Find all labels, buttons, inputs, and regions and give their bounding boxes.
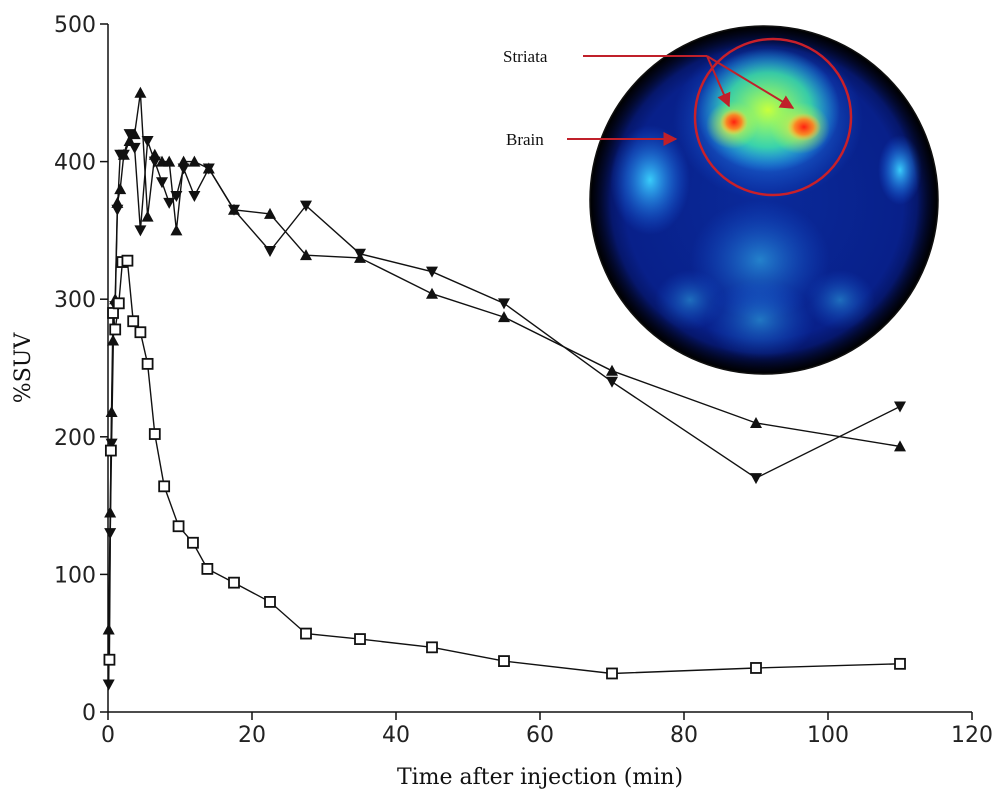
series-square xyxy=(103,254,906,680)
data-point xyxy=(158,480,171,493)
data-point xyxy=(894,440,906,452)
data-point xyxy=(300,200,312,212)
data-point xyxy=(606,376,618,388)
data-point xyxy=(170,224,183,236)
data-point xyxy=(188,155,201,167)
data-point xyxy=(498,298,510,310)
data-point xyxy=(606,364,618,376)
data-point xyxy=(134,326,147,339)
y-tick-label: 300 xyxy=(54,288,96,313)
data-point xyxy=(170,191,183,202)
data-point xyxy=(141,210,154,222)
data-point xyxy=(894,657,906,670)
data-point xyxy=(228,204,240,216)
y-tick-label: 100 xyxy=(54,563,96,588)
y-tick-label: 400 xyxy=(54,151,96,176)
y-tick-label: 0 xyxy=(82,701,96,726)
series-line xyxy=(108,131,901,685)
data-point xyxy=(300,627,312,640)
data-point xyxy=(264,207,276,219)
data-point xyxy=(109,323,122,336)
data-point xyxy=(750,473,762,485)
x-tick-label: 40 xyxy=(382,723,410,748)
data-point xyxy=(163,197,176,209)
data-point xyxy=(134,86,147,98)
data-point xyxy=(102,679,115,691)
data-point xyxy=(103,653,116,666)
data-point xyxy=(354,248,366,260)
data-point xyxy=(606,667,618,680)
data-point xyxy=(127,315,140,328)
data-point xyxy=(426,641,438,654)
data-point xyxy=(187,536,199,549)
y-axis: 0 100 200 300 400 500 xyxy=(54,13,109,726)
data-point xyxy=(498,655,510,667)
data-point xyxy=(128,142,141,154)
data-point xyxy=(148,428,161,440)
callout-brain: Brain xyxy=(506,130,678,149)
series-triangle-down xyxy=(102,129,906,691)
data-point xyxy=(188,191,201,202)
data-point xyxy=(426,287,438,299)
data-point xyxy=(498,311,510,323)
x-axis: 0 20 40 60 80 100 120 xyxy=(101,711,993,748)
data-point xyxy=(107,307,119,319)
data-point xyxy=(894,401,906,413)
x-ticks: 0 20 40 60 80 100 120 xyxy=(101,712,993,748)
data-point xyxy=(141,135,154,147)
data-point xyxy=(426,266,438,278)
data-point xyxy=(111,204,124,216)
data-point xyxy=(201,562,214,575)
data-point xyxy=(228,576,240,589)
data-point xyxy=(264,596,276,608)
callout-label-striata: Striata xyxy=(503,47,548,66)
data-point xyxy=(134,225,147,237)
data-point xyxy=(156,177,168,189)
data-point xyxy=(354,633,366,645)
x-tick-label: 100 xyxy=(807,723,849,748)
data-point xyxy=(121,254,134,267)
x-tick-label: 20 xyxy=(238,723,266,748)
data-point xyxy=(123,129,136,141)
data-point xyxy=(264,246,276,258)
data-point xyxy=(750,662,762,674)
x-tick-label: 80 xyxy=(670,723,698,748)
data-point xyxy=(202,163,215,175)
data-point xyxy=(112,297,125,310)
x-axis-label: Time after injection (min) xyxy=(397,765,683,790)
data-point xyxy=(114,183,127,195)
y-axis-label: %SUV xyxy=(11,332,36,404)
y-ticks: 0 100 200 300 400 500 xyxy=(54,13,108,726)
data-point xyxy=(300,249,312,261)
y-tick-label: 500 xyxy=(54,13,96,38)
x-tick-label: 0 xyxy=(101,723,115,748)
y-tick-label: 200 xyxy=(54,426,96,451)
data-point xyxy=(117,149,130,161)
series-layer xyxy=(102,86,906,691)
data-point xyxy=(141,357,154,370)
pet-brain-inset xyxy=(589,25,939,375)
data-point xyxy=(750,417,762,429)
callout-label-brain: Brain xyxy=(506,130,544,149)
data-point xyxy=(163,155,176,167)
data-point xyxy=(148,156,161,168)
data-point xyxy=(104,444,117,457)
data-point xyxy=(172,520,185,533)
x-tick-label: 120 xyxy=(951,723,993,748)
callout-striata: Striata xyxy=(503,47,795,109)
data-point xyxy=(177,163,190,175)
x-tick-label: 60 xyxy=(526,723,554,748)
